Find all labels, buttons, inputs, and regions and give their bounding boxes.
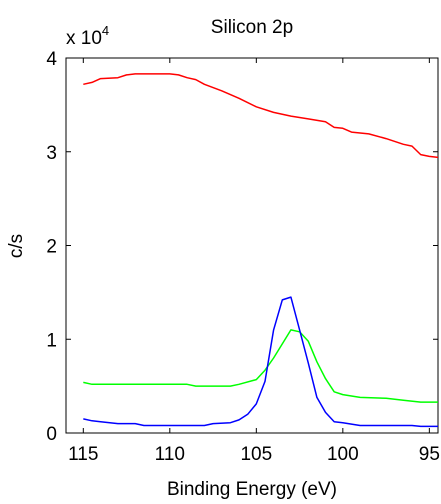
x-tick-label: 100 bbox=[327, 444, 359, 465]
x-tick-label: 110 bbox=[155, 444, 185, 465]
y-tick-label: 3 bbox=[46, 143, 57, 164]
plot-frame bbox=[65, 57, 439, 434]
y-tick-label: 0 bbox=[46, 424, 57, 445]
series-lines bbox=[83, 73, 439, 428]
y-tick-label: 1 bbox=[46, 330, 57, 351]
x-axis-label: Binding Energy (eV) bbox=[167, 479, 337, 500]
y-multiplier-exponent: 4 bbox=[102, 23, 109, 38]
y-tick-label: 2 bbox=[46, 237, 57, 258]
x-tick-label: 115 bbox=[68, 444, 98, 465]
x-tick-label: 105 bbox=[240, 444, 272, 465]
y-axis-label: c/s bbox=[6, 234, 27, 258]
series-line-green bbox=[83, 329, 438, 403]
axis-ticks: 115 110 105 100 95 0 1 2 3 4 bbox=[46, 49, 439, 465]
x-tick-label: 95 bbox=[419, 444, 440, 465]
series-line-blue bbox=[83, 296, 438, 428]
y-multiplier-base: x 10 bbox=[66, 28, 102, 49]
y-multiplier-label: x 104 bbox=[66, 23, 109, 49]
series-line-red bbox=[83, 73, 439, 159]
y-tick-label: 4 bbox=[46, 49, 57, 70]
chart-title: Silicon 2p bbox=[211, 17, 293, 38]
